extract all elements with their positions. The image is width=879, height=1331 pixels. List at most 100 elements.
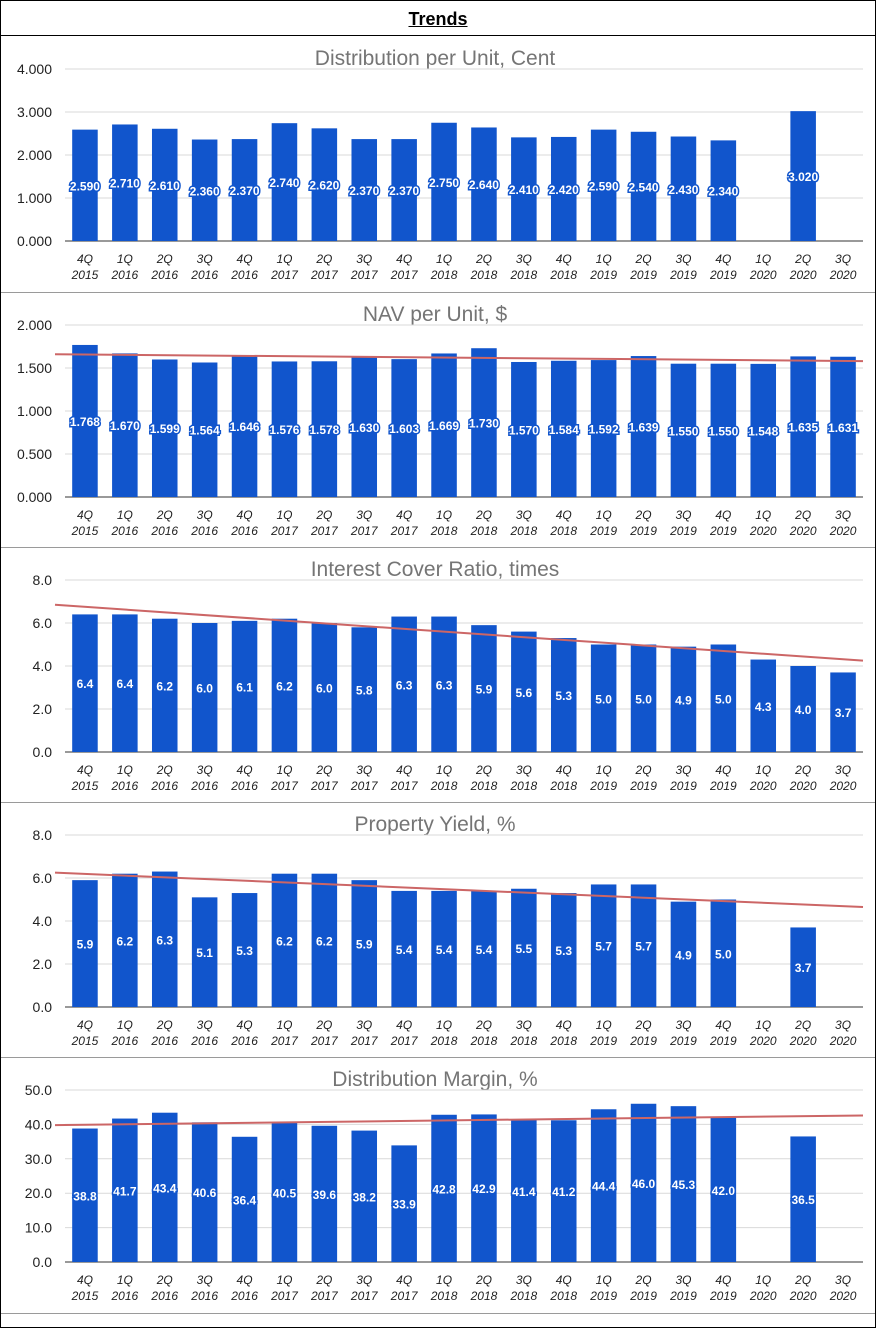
data-label: 41.2 [552, 1185, 576, 1199]
data-label: 1.576 [269, 423, 299, 437]
x-tick-label: 2Q [794, 1273, 811, 1287]
chart-panel-distribution-per-unit: Distribution per Unit, Cent 0.000 1.000 2.0… [5, 37, 865, 293]
data-label: 6.2 [276, 679, 293, 693]
bar [710, 363, 737, 497]
data-label: 1.603 [389, 422, 419, 436]
chart-interest-cover-ratio: Interest Cover Ratio, times 0.0 2.0 4.0 6.0 8… [33, 558, 864, 793]
bar [511, 361, 537, 497]
x-tick-label: 3Q [516, 508, 532, 522]
bar [790, 356, 816, 497]
x-tick-label: 1Q [596, 508, 612, 522]
x-tick-label: 2015 [71, 268, 99, 282]
bar [630, 356, 657, 497]
y-tick-label: 0.0 [33, 744, 53, 760]
chart-distribution-margin: Distribution Margin, % 0.0 10.0 20.0 30.0 40.… [25, 1068, 864, 1303]
x-tick-label: 3Q [197, 252, 213, 266]
bar [311, 1125, 338, 1262]
x-tick-label: 2019 [709, 1289, 737, 1303]
x-tick-label: 3Q [516, 1018, 532, 1032]
bar [391, 616, 417, 752]
bar [790, 666, 816, 752]
x-tick-label: 2019 [629, 1289, 657, 1303]
x-tick-label: 3Q [356, 1018, 372, 1032]
bar [191, 362, 218, 497]
x-tick-label: 2018 [430, 1289, 458, 1303]
x-tick-label: 2Q [156, 508, 173, 522]
x-tick-label: 2015 [71, 779, 99, 793]
data-label: 1.592 [589, 423, 619, 437]
data-label: 1.570 [509, 423, 539, 437]
bar [112, 614, 138, 752]
data-label: 1.635 [788, 421, 818, 435]
x-tick-label: 2Q [315, 252, 332, 266]
x-tick-label: 1Q [755, 1018, 771, 1032]
data-label: 5.4 [396, 943, 413, 957]
x-tick-label: 2020 [829, 779, 857, 793]
bar [231, 1136, 258, 1262]
x-tick-label: 3Q [197, 1273, 213, 1287]
x-tick-label: 2018 [430, 524, 458, 538]
x-tick-label: 1Q [755, 763, 771, 777]
x-tick-label: 1Q [755, 508, 771, 522]
bar [191, 897, 218, 1007]
x-tick-label: 3Q [675, 763, 691, 777]
bar [112, 1118, 138, 1262]
y-tick-label: 50.0 [25, 1082, 52, 1098]
data-label: 5.7 [635, 940, 652, 954]
data-label: 2.590 [70, 179, 100, 193]
data-label: 4.9 [675, 693, 692, 707]
bar [830, 672, 856, 752]
bar [431, 1114, 457, 1262]
x-tick-label: 1Q [596, 1273, 612, 1287]
x-tick-label: 2020 [749, 1034, 777, 1048]
data-label: 3.7 [835, 706, 852, 720]
data-label: 1.550 [708, 424, 738, 438]
x-tick-label: 1Q [596, 252, 612, 266]
data-label: 3.7 [795, 961, 812, 975]
bar [431, 890, 457, 1007]
x-tick-label: 3Q [516, 1273, 532, 1287]
x-tick-label: 2Q [315, 508, 332, 522]
x-tick-label: 2017 [310, 779, 339, 793]
x-tick-label: 2017 [390, 1289, 419, 1303]
bar [431, 616, 457, 752]
data-label: 1.630 [349, 421, 379, 435]
data-label: 6.2 [316, 934, 333, 948]
y-tick-label: 2.000 [17, 147, 52, 163]
x-tick-label: 2015 [71, 524, 99, 538]
x-tick-label: 1Q [436, 252, 452, 266]
bar [231, 893, 258, 1007]
x-tick-label: 2017 [390, 268, 419, 282]
bar [151, 359, 178, 497]
chart-property-yield: Property Yield, % 0.0 2.0 4.0 6.0 8.0 5.9 6.2 6.… [33, 813, 864, 1048]
x-tick-label: 2Q [475, 1273, 492, 1287]
chart-title: NAV per Unit, $ [363, 303, 508, 326]
x-tick-label: 2020 [829, 268, 857, 282]
y-tick-label: 1.500 [17, 360, 52, 376]
x-tick-label: 2Q [794, 252, 811, 266]
x-tick-label: 2Q [156, 1018, 173, 1032]
data-label: 5.5 [516, 942, 533, 956]
bar [391, 1145, 417, 1262]
data-label: 2.420 [549, 183, 579, 197]
bar [590, 129, 617, 241]
data-label: 5.9 [356, 938, 373, 952]
panel-divider [1, 547, 875, 548]
x-tick-label: 2020 [749, 779, 777, 793]
x-tick-label: 2020 [829, 1034, 857, 1048]
x-tick-label: 4Q [396, 763, 412, 777]
x-tick-label: 2018 [509, 779, 537, 793]
bar [630, 1103, 657, 1262]
x-tick-label: 2019 [709, 1034, 737, 1048]
x-tick-label: 2016 [230, 1034, 258, 1048]
x-tick-label: 2016 [190, 524, 218, 538]
bar [311, 361, 338, 497]
page-title: Trends [408, 9, 468, 29]
x-tick-label: 2016 [230, 268, 258, 282]
data-label: 36.5 [791, 1193, 815, 1207]
x-tick-label: 2016 [150, 779, 178, 793]
x-tick-label: 3Q [835, 252, 851, 266]
x-tick-label: 2020 [789, 1289, 817, 1303]
x-tick-label: 2017 [270, 268, 299, 282]
panel-divider [1, 1057, 875, 1058]
